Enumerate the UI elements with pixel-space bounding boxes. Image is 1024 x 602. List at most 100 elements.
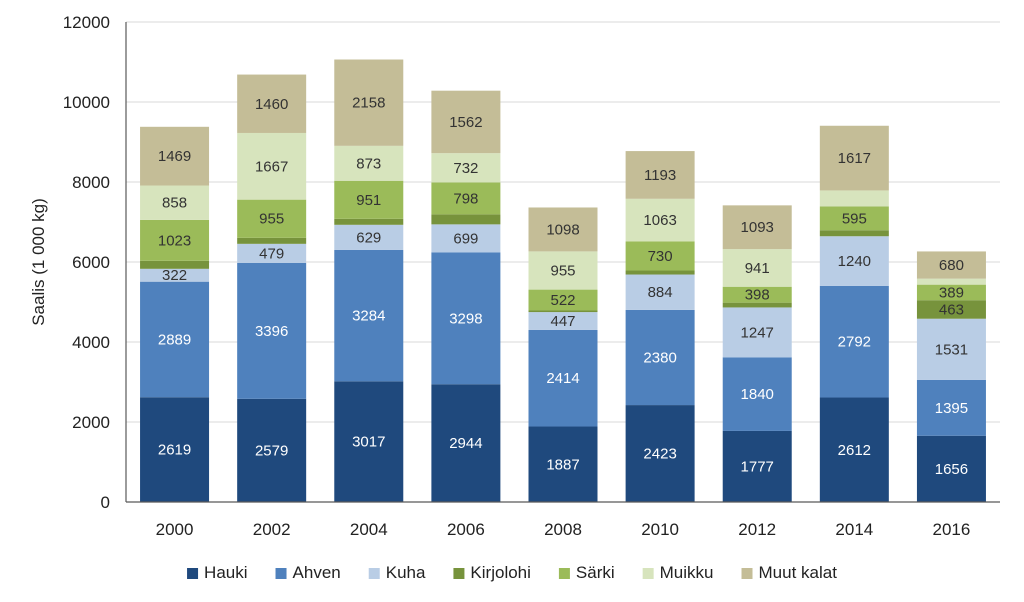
bar-segment <box>916 284 986 301</box>
data-label: 955 <box>259 211 284 228</box>
bar-segment <box>819 285 889 398</box>
bar-segment <box>140 397 210 502</box>
bar-segment <box>528 207 598 252</box>
bar-segment <box>431 224 501 253</box>
data-label: 1098 <box>546 221 579 238</box>
legend-label: Ahven <box>293 563 341 582</box>
data-label: 1777 <box>741 458 774 475</box>
data-label: 2792 <box>838 334 871 351</box>
legend-label: Kirjolohi <box>470 563 530 582</box>
data-label: 2414 <box>546 370 579 387</box>
bar-segment <box>140 260 210 269</box>
bar-segment <box>819 206 889 231</box>
y-tick-label: 0 <box>101 493 110 512</box>
bar-segment <box>528 312 598 330</box>
data-label: 951 <box>356 192 381 209</box>
data-label: 1840 <box>741 386 774 403</box>
bar-segment <box>237 199 307 238</box>
legend-label: Särki <box>576 563 615 582</box>
legend-label: Muikku <box>660 563 714 582</box>
data-label: 884 <box>648 284 673 301</box>
data-label: 2380 <box>643 349 676 366</box>
bar-segment <box>916 251 986 279</box>
bar-segment <box>722 302 792 308</box>
x-tick-label: 2016 <box>933 520 971 539</box>
data-label: 1395 <box>935 400 968 417</box>
legend-swatch <box>368 568 380 579</box>
data-labels: 2619 2889 322 1023 858 1469 2579 3396 479 955 1667… <box>158 95 968 478</box>
bar-segment <box>140 219 210 261</box>
bar-segment <box>819 230 889 237</box>
data-label: 1247 <box>741 324 774 341</box>
x-tick-label: 2006 <box>447 520 485 539</box>
bar-segment <box>431 153 501 183</box>
bar-segment <box>334 381 404 502</box>
data-label: 447 <box>550 313 575 330</box>
data-label: 629 <box>356 229 381 246</box>
bar-segment <box>528 426 598 502</box>
data-label: 873 <box>356 155 381 172</box>
axes: 0 2000 4000 6000 8000 10000 12000 2000 2002 2004 2… <box>63 13 1000 539</box>
y-tick-label: 2000 <box>72 413 110 432</box>
legend: Hauki Ahven Kuha Kirjolohi Särki Muikku Muut k… <box>187 563 837 582</box>
bar-segment <box>431 214 501 225</box>
x-tick-label: 2004 <box>350 520 388 539</box>
bar-segment <box>140 185 210 220</box>
bar-segment <box>237 263 307 399</box>
bar-segment <box>334 218 404 225</box>
legend-swatch <box>558 568 570 579</box>
x-tick-label: 2010 <box>641 520 679 539</box>
data-label: 398 <box>745 287 770 304</box>
data-label: 2579 <box>255 442 288 459</box>
x-tick-label: 2008 <box>544 520 582 539</box>
data-label: 798 <box>453 190 478 207</box>
data-label: 1667 <box>255 158 288 175</box>
data-label: 1093 <box>741 219 774 236</box>
bar-segment <box>916 278 986 285</box>
data-label: 3284 <box>352 308 385 325</box>
legend-item: Särki <box>558 563 615 582</box>
legend-swatch <box>741 568 753 579</box>
bar-segment <box>916 318 986 380</box>
legend-item: Hauki <box>187 563 248 582</box>
data-label: 2889 <box>158 331 191 348</box>
bar-segment <box>431 252 501 385</box>
data-label: 1531 <box>935 341 968 358</box>
y-tick-label: 10000 <box>63 93 110 112</box>
x-tick-label: 2014 <box>835 520 873 539</box>
legend-swatch <box>275 568 287 579</box>
data-label: 522 <box>550 292 575 309</box>
data-label: 730 <box>648 248 673 265</box>
bar-segment <box>625 151 695 199</box>
bar-segment <box>819 236 889 286</box>
data-label: 595 <box>842 210 867 227</box>
data-label: 479 <box>259 245 284 262</box>
data-label: 2612 <box>838 442 871 459</box>
data-label: 3298 <box>449 310 482 327</box>
data-label: 1469 <box>158 148 191 165</box>
data-label: 680 <box>939 257 964 274</box>
bar-segment <box>722 430 792 502</box>
bar-segment <box>237 74 307 133</box>
bar-segment <box>140 126 210 186</box>
bar-segment <box>528 251 598 290</box>
data-label: 1887 <box>546 456 579 473</box>
data-label: 1063 <box>643 212 676 229</box>
bar-segment <box>528 310 598 313</box>
bar-segment <box>722 249 792 287</box>
y-tick-label: 4000 <box>72 333 110 352</box>
bar-segment <box>237 237 307 244</box>
data-label: 389 <box>939 284 964 301</box>
bar-segment <box>140 268 210 282</box>
bar-segment <box>334 249 404 382</box>
bar-segment <box>722 307 792 358</box>
data-label: 1023 <box>158 232 191 249</box>
bar-segment <box>334 180 404 219</box>
data-label: 955 <box>550 263 575 280</box>
data-label: 1617 <box>838 150 871 167</box>
bar-segment <box>431 182 501 215</box>
data-label: 1460 <box>255 96 288 113</box>
bar-segment <box>722 357 792 431</box>
data-label: 2423 <box>643 446 676 463</box>
